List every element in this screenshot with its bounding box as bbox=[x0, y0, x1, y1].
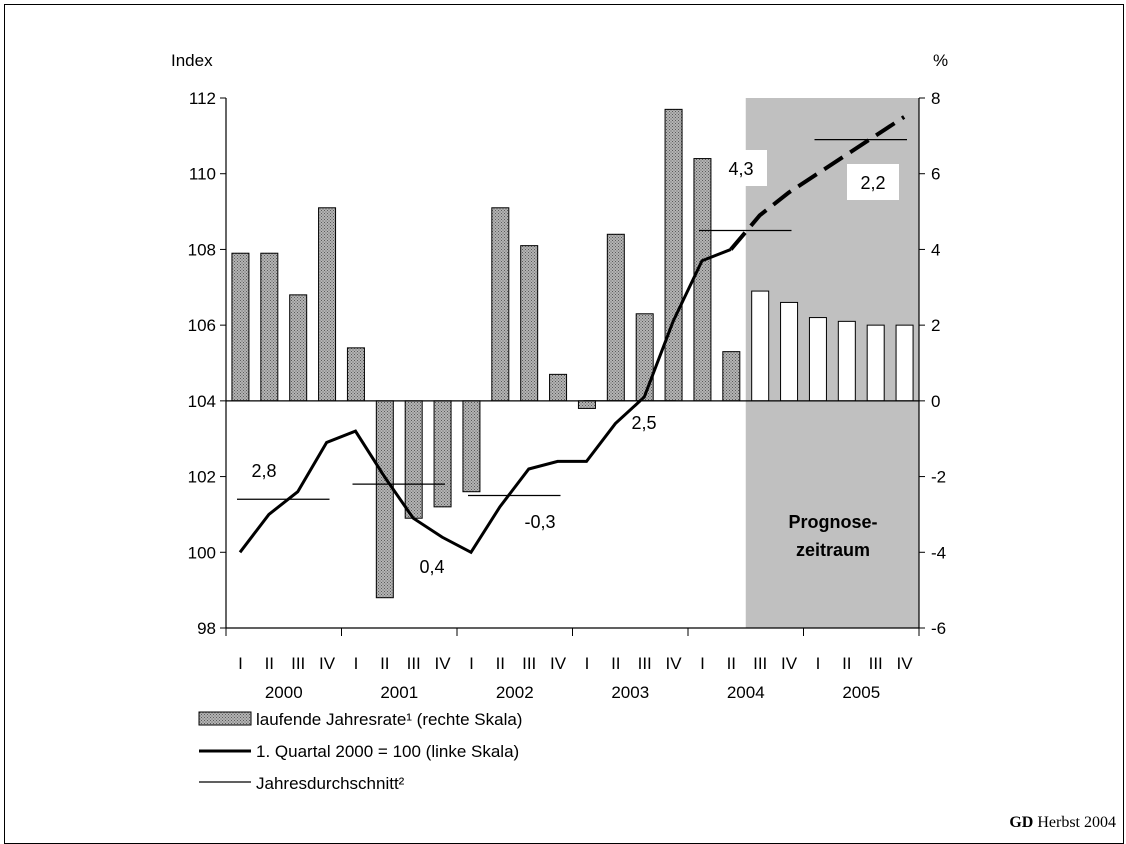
quarter-label: II bbox=[265, 654, 274, 673]
quarter-label: I bbox=[700, 654, 705, 673]
average-label-box bbox=[847, 164, 899, 200]
average-label: 4,3 bbox=[728, 159, 753, 179]
quarter-label: I bbox=[816, 654, 821, 673]
year-label: 2001 bbox=[380, 683, 418, 702]
quarter-label: IV bbox=[319, 654, 336, 673]
credit-org: GD bbox=[1009, 814, 1034, 831]
legend-line-label: 1. Quartal 2000 = 100 (linke Skala) bbox=[256, 742, 519, 761]
quarter-label: IV bbox=[666, 654, 683, 673]
index-line bbox=[238, 248, 732, 555]
bar bbox=[231, 252, 250, 402]
average-label-box bbox=[715, 150, 767, 186]
right-tick-label: 2 bbox=[931, 316, 940, 335]
right-tick-label: 8 bbox=[931, 89, 940, 108]
quarter-label: II bbox=[842, 654, 851, 673]
quarter-label: IV bbox=[897, 654, 914, 673]
bar bbox=[866, 324, 885, 402]
left-tick-label: 104 bbox=[188, 392, 216, 411]
bar bbox=[577, 400, 596, 409]
average-label: 0,4 bbox=[419, 557, 444, 577]
quarter-label: I bbox=[469, 654, 474, 673]
bar bbox=[693, 158, 712, 402]
bar bbox=[808, 317, 827, 402]
right-tick-label: 0 bbox=[931, 392, 940, 411]
right-axis-label: % bbox=[933, 51, 948, 70]
bar bbox=[346, 347, 365, 402]
bar bbox=[780, 301, 799, 402]
index-line-forecast bbox=[729, 115, 906, 251]
quarter-label: III bbox=[291, 654, 305, 673]
bar bbox=[520, 245, 539, 402]
bar bbox=[635, 313, 654, 402]
left-tick-label: 98 bbox=[197, 619, 216, 638]
bar bbox=[260, 252, 279, 402]
average-label: 2,5 bbox=[631, 413, 656, 433]
bar bbox=[837, 320, 856, 402]
credit: GD Herbst 2004 bbox=[1009, 814, 1116, 832]
legend-bar-label: laufende Jahresrate¹ (rechte Skala) bbox=[256, 710, 522, 729]
credit-text: Herbst 2004 bbox=[1033, 814, 1116, 831]
left-tick-label: 100 bbox=[188, 543, 216, 562]
quarter-label: I bbox=[585, 654, 590, 673]
bar bbox=[289, 294, 308, 402]
bar bbox=[549, 373, 568, 402]
right-tick-label: -6 bbox=[931, 619, 946, 638]
year-label: 2005 bbox=[842, 683, 880, 702]
quarter-label: III bbox=[753, 654, 767, 673]
bar bbox=[404, 400, 423, 519]
bar bbox=[318, 207, 337, 402]
left-tick-label: 108 bbox=[188, 240, 216, 259]
legend-bar-swatch bbox=[198, 711, 252, 726]
year-label: 2000 bbox=[265, 683, 303, 702]
bar bbox=[895, 324, 914, 402]
year-label: 2003 bbox=[611, 683, 649, 702]
right-tick-label: -2 bbox=[931, 468, 946, 487]
left-tick-label: 102 bbox=[188, 468, 216, 487]
right-tick-label: 4 bbox=[931, 240, 940, 259]
bar bbox=[375, 400, 394, 599]
legend-avg-label: Jahresdurchschnitt² bbox=[256, 774, 405, 793]
quarter-label: III bbox=[869, 654, 883, 673]
left-tick-label: 106 bbox=[188, 316, 216, 335]
forecast-label-line1: Prognose- bbox=[788, 512, 877, 532]
average-label: 2,2 bbox=[860, 173, 885, 193]
average-label: 2,8 bbox=[251, 461, 276, 481]
left-tick-label: 112 bbox=[189, 89, 216, 108]
quarter-label: IV bbox=[550, 654, 567, 673]
right-tick-label: -4 bbox=[931, 543, 946, 562]
average-label: -0,3 bbox=[524, 512, 555, 532]
quarter-label: IV bbox=[435, 654, 452, 673]
left-tick-label: 110 bbox=[189, 165, 216, 184]
quarter-label: II bbox=[496, 654, 505, 673]
year-label: 2002 bbox=[496, 683, 534, 702]
right-tick-label: 6 bbox=[931, 165, 940, 184]
bar bbox=[664, 108, 683, 402]
quarter-label: I bbox=[238, 654, 243, 673]
quarter-label: II bbox=[380, 654, 389, 673]
left-axis-label: Index bbox=[171, 51, 213, 70]
forecast-label-line2: zeitraum bbox=[796, 540, 870, 560]
bar bbox=[606, 233, 625, 402]
quarter-label: II bbox=[611, 654, 620, 673]
quarter-label: III bbox=[522, 654, 536, 673]
quarter-label: III bbox=[407, 654, 421, 673]
bar bbox=[722, 351, 741, 402]
quarter-label: III bbox=[638, 654, 652, 673]
quarter-label: II bbox=[727, 654, 736, 673]
quarter-label: IV bbox=[781, 654, 798, 673]
bar bbox=[462, 400, 481, 493]
quarter-label: I bbox=[354, 654, 359, 673]
bar bbox=[433, 400, 452, 508]
bar bbox=[751, 290, 770, 402]
year-label: 2004 bbox=[727, 683, 765, 702]
bar bbox=[491, 207, 510, 402]
